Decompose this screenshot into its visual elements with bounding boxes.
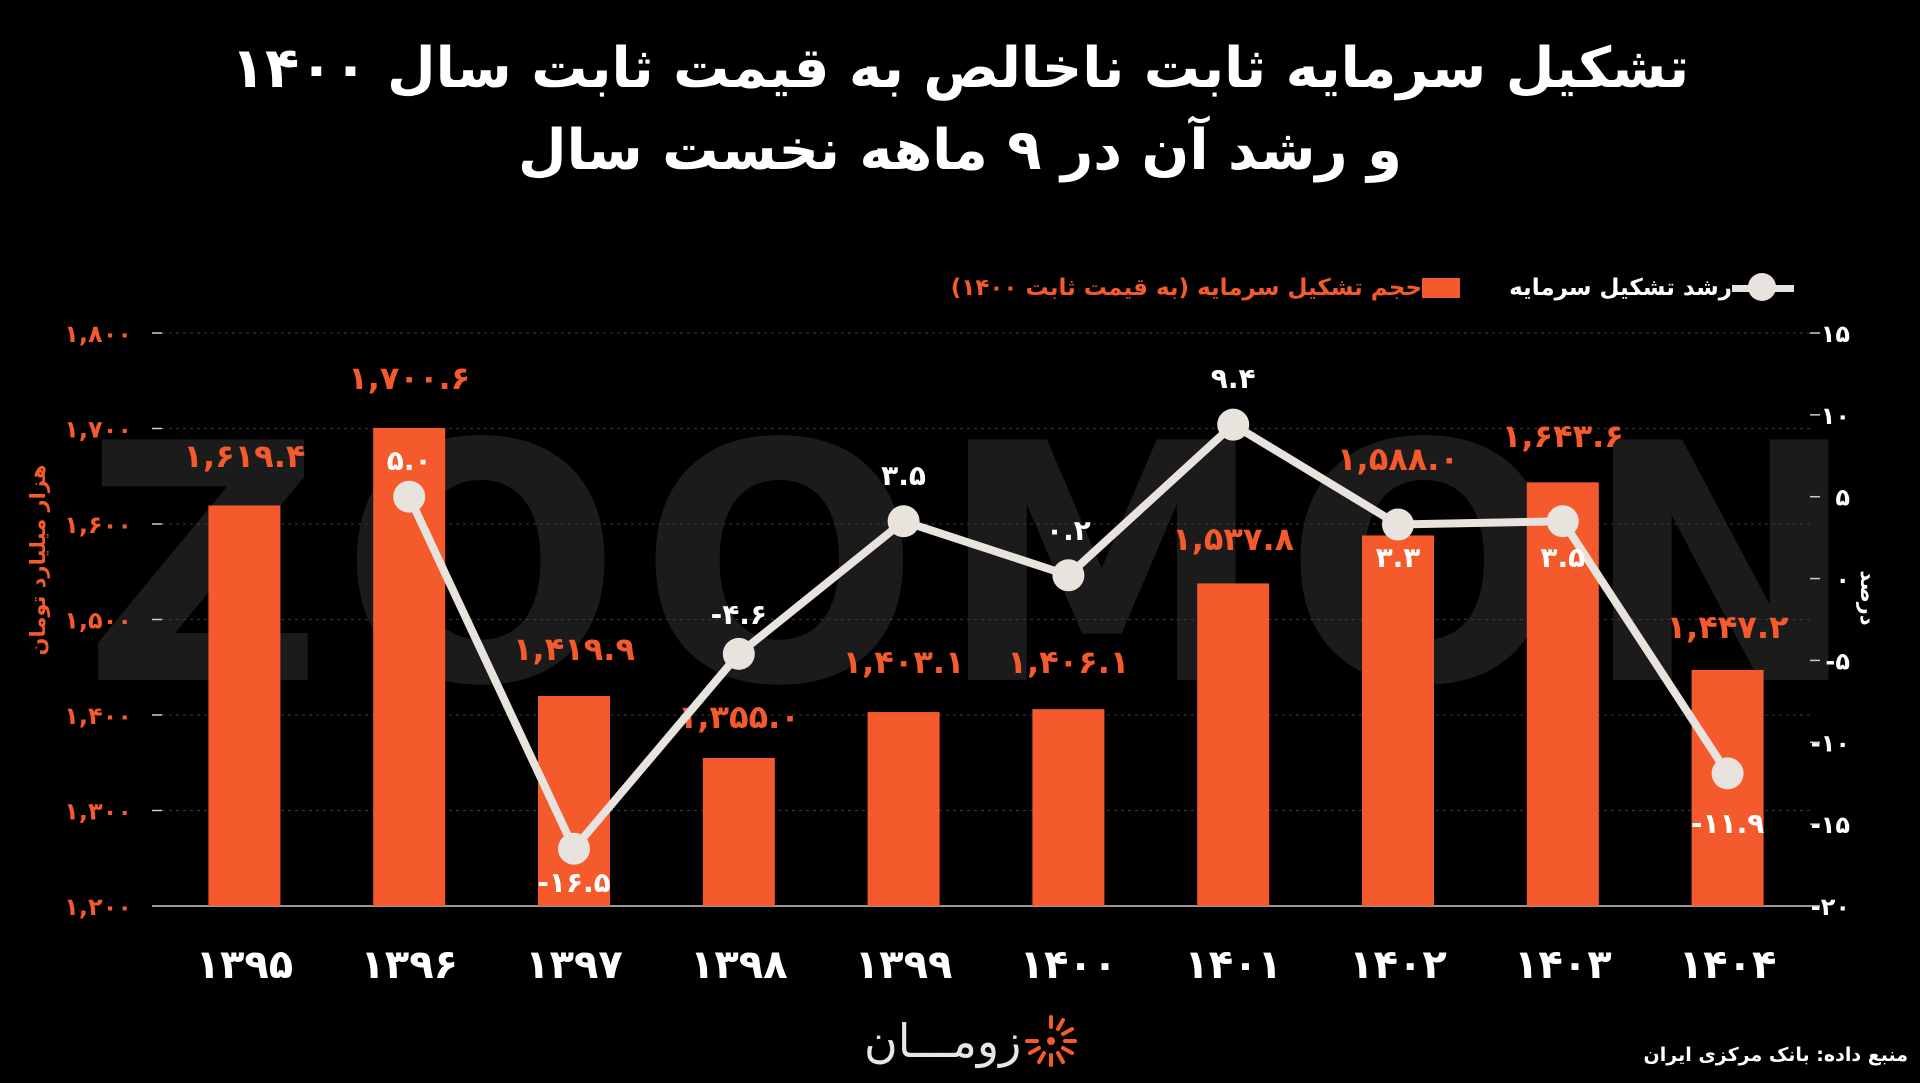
y-right-axis-title: درصد [1856, 570, 1880, 626]
legend-label-growth: رشد تشکیل سرمایه [1509, 275, 1732, 301]
x-axis: ۱۳۹۵ ۱۳۹۶ ۱۳۹۷ ۱۳۹۸ ۱۳۹۹ ۱۴۰۰ ۱۴۰۱ ۱۴۰۲ ۱۴۰۳ ۱۴۰۴ [196, 942, 1777, 988]
y-left-tick-label: ۱,۲۰۰ [64, 893, 132, 921]
growth-data-label: -۱۶.۵ [537, 866, 611, 899]
legend-item-volume: حجم تشکیل سرمایه (به قیمت ثابت ۱۴۰۰) [951, 268, 1470, 308]
bar-data-label: ۱,۴۰۳.۱ [843, 643, 965, 681]
x-tick-label: ۱۴۰۰ [1020, 942, 1118, 988]
growth-point [1217, 408, 1250, 441]
bar [208, 505, 281, 906]
title-line-2: و رشد آن در ۹ ماهه نخست سال [518, 118, 1402, 183]
y-left-tick-label: ۱,۴۰۰ [64, 702, 132, 730]
x-tick-label: ۱۴۰۴ [1679, 942, 1777, 988]
growth-data-labels: ۵.۰ -۱۶.۵ -۴.۶ ۳.۵ ۰.۲ ۹.۴ ۳.۳ ۳.۵ -۱۱.۹ [387, 362, 1765, 899]
legend-item-growth: رشد تشکیل سرمایه [1509, 268, 1804, 308]
growth-line-series [393, 408, 1744, 865]
x-tick-label: ۱۴۰۲ [1349, 942, 1447, 988]
legend-bar-marker-icon [1422, 278, 1460, 298]
growth-data-label: -۱۱.۹ [1691, 807, 1765, 840]
y-left-tick-label: ۱,۷۰۰ [64, 416, 132, 444]
data-source-note: منبع داده: بانک مرکزی ایران [1643, 1044, 1908, 1066]
y-right-tick-label: -۱۵ [1811, 811, 1850, 839]
y-right-axis: -۲۰ -۱۵ -۱۰ -۵ ۰ ۵ ۱۰ ۱۵ [1810, 320, 1850, 921]
bar-data-label: ۱,۵۸۸.۰ [1337, 440, 1459, 478]
sun-burst-icon [1025, 1015, 1078, 1067]
growth-data-label: -۴.۶ [711, 598, 767, 631]
chart-title: تشکیل سرمایه ثابت ناخالص به قیمت ثابت سا… [0, 28, 1920, 192]
y-right-tick-label: ۰ [1835, 566, 1850, 594]
x-tick-label: ۱۳۹۷ [525, 942, 623, 988]
growth-point [1711, 757, 1744, 790]
growth-point [1546, 505, 1579, 538]
growth-point [558, 832, 590, 865]
brand-logo: زومـــان [848, 1006, 1081, 1076]
bar-data-label: ۱,۴۱۹.۹ [513, 630, 635, 668]
y-right-tick-label: -۵ [1825, 647, 1850, 675]
growth-point [887, 505, 920, 538]
growth-point [1052, 559, 1085, 592]
x-tick-label: ۱۳۹۵ [196, 942, 294, 988]
bar-data-label: ۱,۵۳۷.۸ [1172, 520, 1294, 558]
y-left-axis-title: هزار میلیارد تومان [26, 464, 50, 656]
bar [702, 757, 775, 906]
growth-data-label: ۹.۴ [1211, 362, 1256, 395]
growth-data-label: ۳.۵ [1540, 541, 1585, 574]
y-right-tick-label: ۵ [1835, 484, 1850, 512]
bar-data-label: ۱,۴۰۶.۱ [1007, 643, 1129, 681]
growth-data-label: ۵.۰ [387, 444, 432, 477]
brand-name: زومـــان [864, 1014, 1022, 1068]
bar-data-labels: ۱,۶۱۹.۴۱,۷۰۰.۶۱,۴۱۹.۹۱,۳۵۵.۰۱,۴۰۳.۱ ۱,۴۰۶… [183, 359, 1789, 736]
x-tick-label: ۱۴۰۳ [1514, 942, 1612, 988]
growth-point [722, 637, 755, 670]
bar-data-label: ۱,۷۰۰.۶ [348, 359, 470, 397]
y-right-tick-label: ۱۵ [1821, 320, 1850, 348]
title-line-1: تشکیل سرمایه ثابت ناخالص به قیمت ثابت سا… [230, 36, 1690, 101]
growth-point [393, 480, 426, 513]
legend-label-volume: حجم تشکیل سرمایه (به قیمت ثابت ۱۴۰۰) [950, 275, 1422, 301]
bar-data-label: ۱,۶۴۳.۶ [1502, 417, 1624, 455]
x-tick-label: ۱۴۰۱ [1184, 942, 1282, 988]
growth-data-label: ۰.۲ [1046, 514, 1091, 547]
bar [1032, 709, 1105, 906]
y-right-tick-label: -۱۰ [1811, 729, 1850, 757]
growth-point [1382, 508, 1414, 541]
y-left-tick-label: ۱,۳۰۰ [64, 798, 132, 826]
bar-data-label: ۱,۶۱۹.۴ [183, 437, 305, 475]
x-tick-label: ۱۳۹۶ [360, 942, 458, 988]
bar [1197, 583, 1270, 906]
bar-data-label: ۱,۴۴۷.۲ [1667, 608, 1789, 646]
bar [867, 712, 940, 906]
growth-data-label: ۳.۳ [1376, 541, 1421, 574]
y-left-tick-label: ۱,۵۰۰ [64, 607, 132, 635]
y-right-tick-label: ۱۰ [1821, 402, 1850, 430]
bar [1362, 535, 1434, 906]
y-left-tick-label: ۱,۶۰۰ [64, 511, 132, 539]
x-tick-label: ۱۳۹۹ [855, 942, 953, 988]
y-left-axis: ۱,۲۰۰ ۱,۳۰۰ ۱,۴۰۰ ۱,۵۰۰ ۱,۶۰۰ ۱,۷۰۰ ۱,۸۰۰ [64, 320, 162, 921]
y-right-tick-label: -۲۰ [1811, 893, 1850, 921]
legend-line-marker-icon [1732, 273, 1794, 303]
x-tick-label: ۱۳۹۸ [690, 942, 788, 988]
y-left-tick-label: ۱,۸۰۰ [64, 320, 132, 348]
growth-data-label: ۳.۵ [881, 459, 926, 492]
